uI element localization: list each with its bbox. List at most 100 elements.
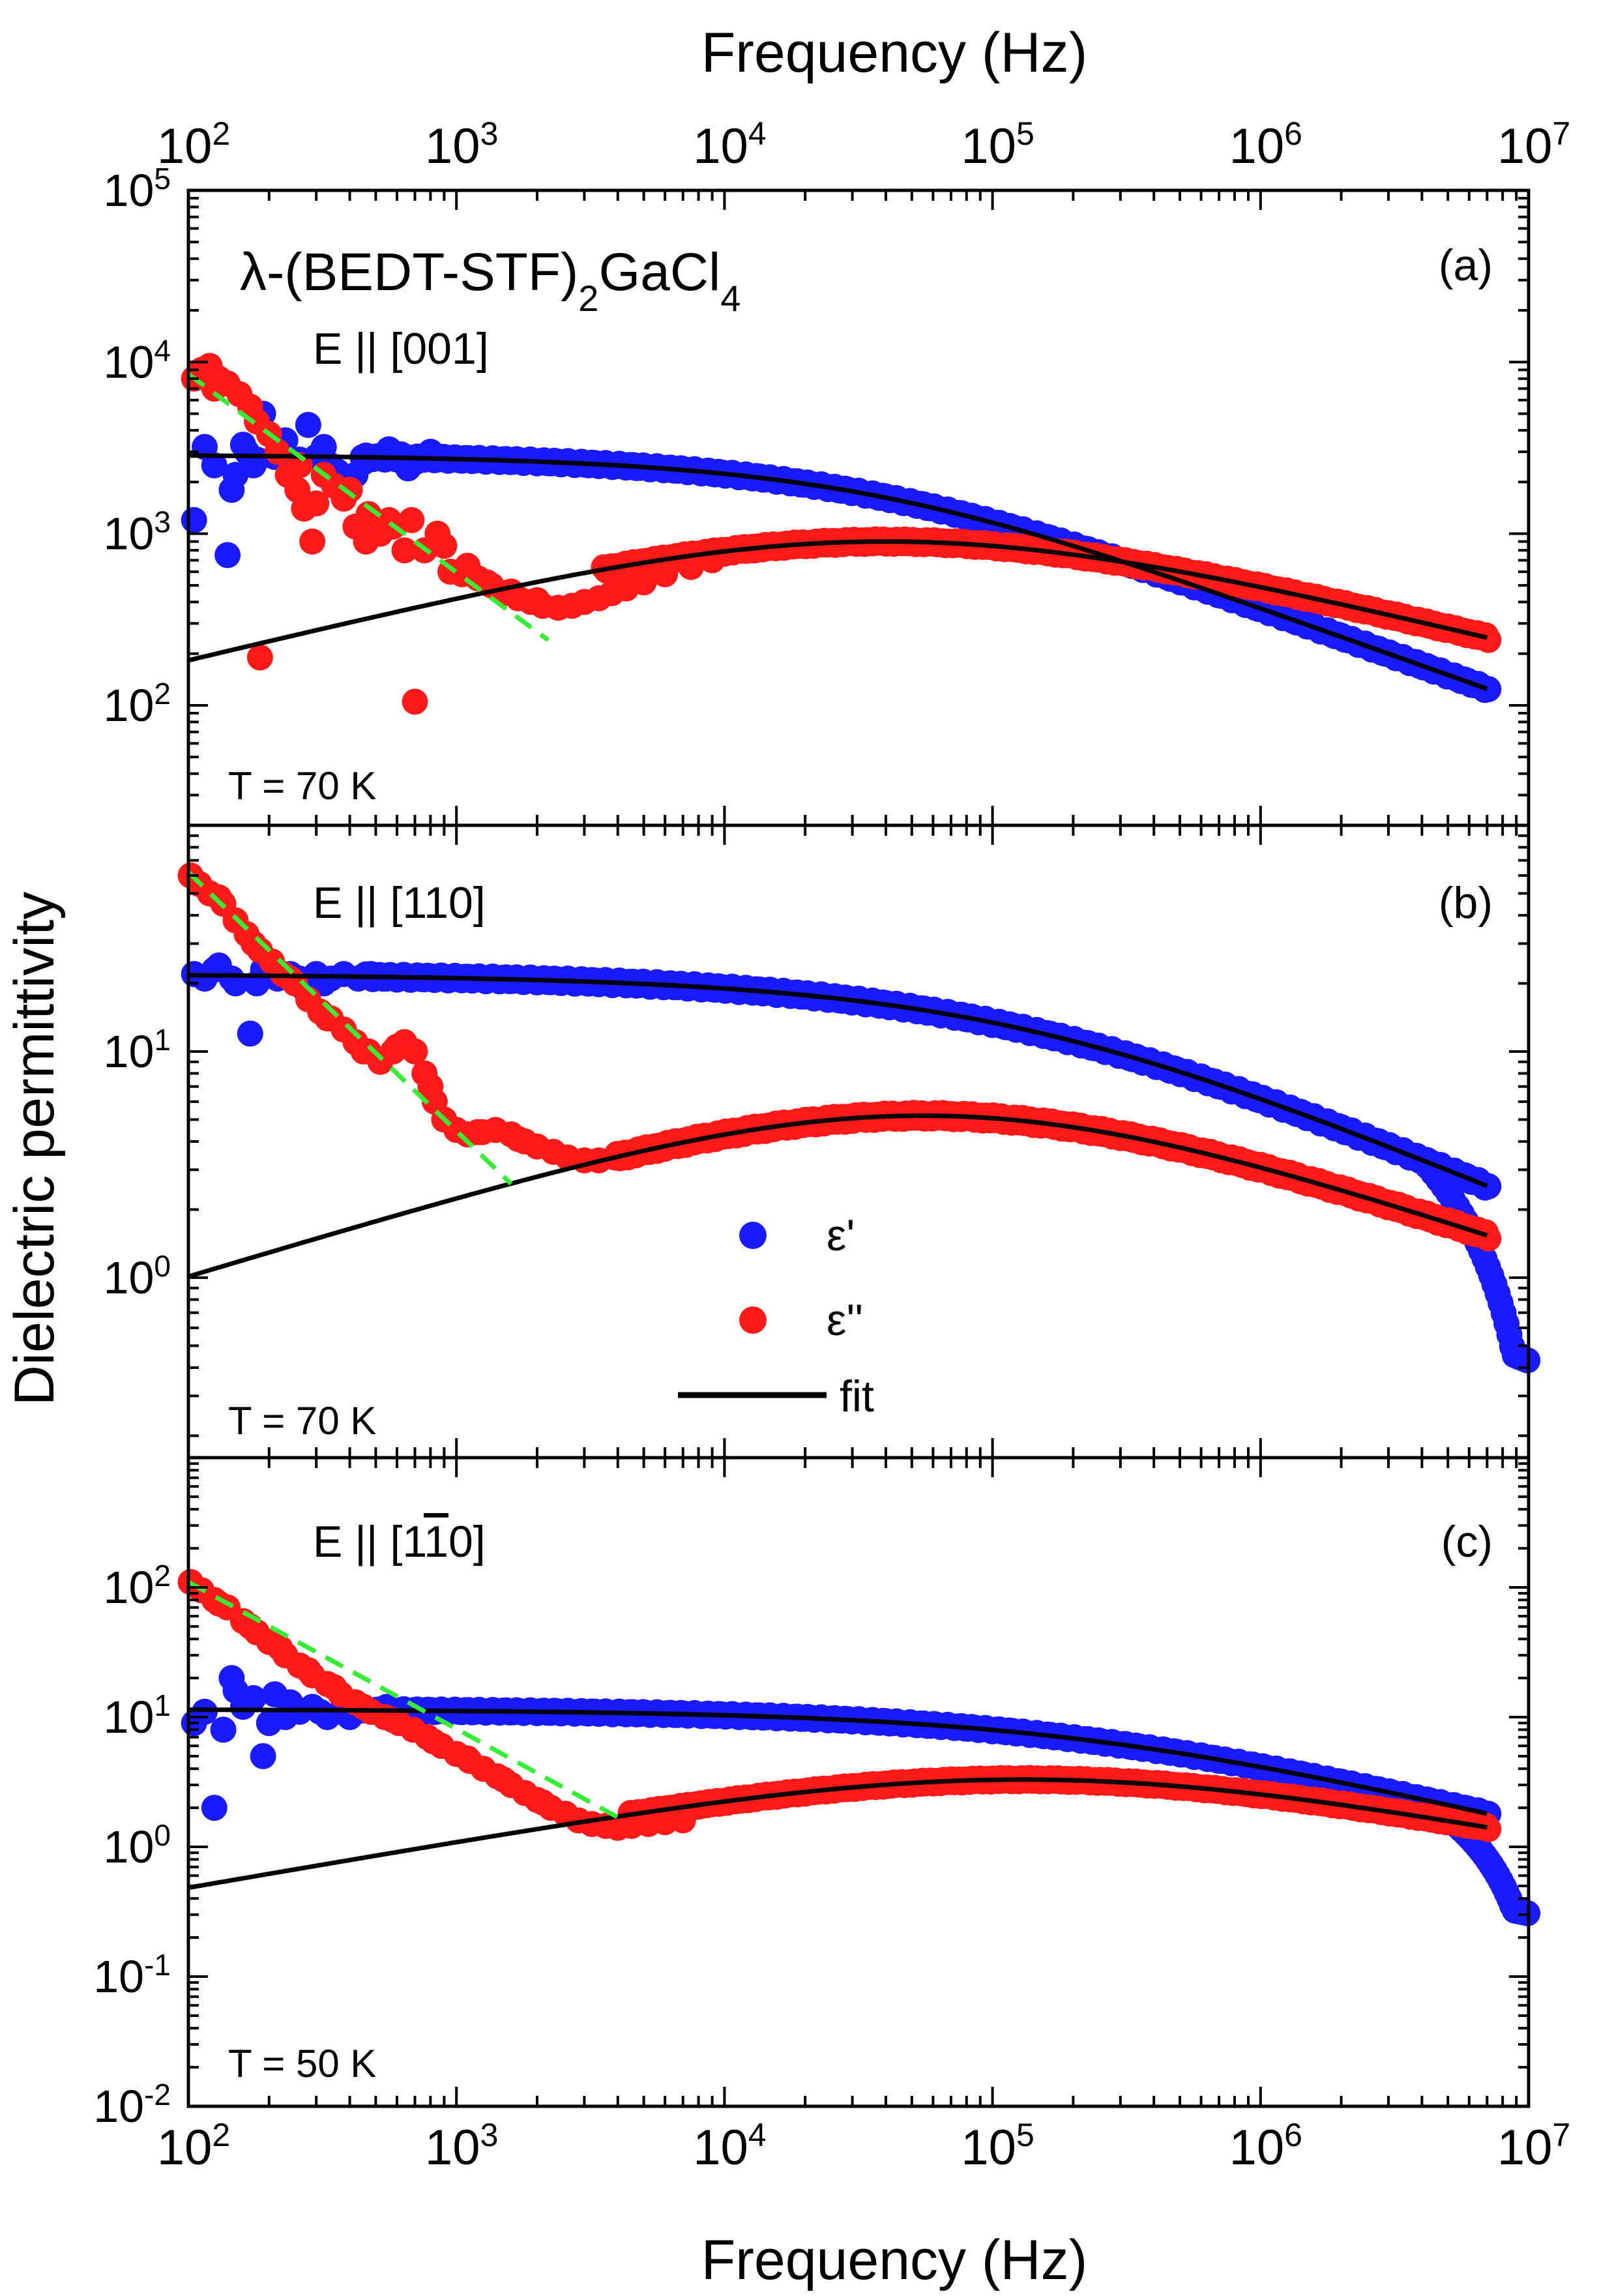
- panel-c-fit-real-curve: [188, 1707, 1488, 1816]
- panel-b-y-tick-label: 100: [104, 1249, 171, 1303]
- panel-b-y-tick-base: 10: [104, 1252, 154, 1303]
- top-x-tick-label-base: 10: [961, 119, 1016, 174]
- panel-c-eps-imag-point: [1475, 1816, 1502, 1842]
- panel-a-eps-real-point: [214, 542, 241, 568]
- panel-c-eps-imag-point: [295, 1657, 321, 1683]
- bottom-x-tick-label-base: 10: [961, 2120, 1016, 2175]
- bottom-x-tick-label-base: 10: [693, 2120, 748, 2175]
- compound-sub-2: 4: [720, 278, 741, 319]
- top-x-tick-label-exp: 5: [1016, 115, 1034, 152]
- top-x-tick-label-exp: 4: [748, 115, 767, 152]
- panel-a-eps-real-point: [310, 434, 337, 460]
- panel-b-y-tick-label: 101: [104, 1023, 171, 1077]
- top-x-tick-label-base: 10: [425, 119, 480, 174]
- top-x-tick-label-base: 10: [1229, 119, 1285, 174]
- panel-c-eps-imag-point: [379, 1707, 406, 1733]
- top-axis-label: Frequency (Hz): [701, 22, 1088, 84]
- panel-a-eps-real-point: [244, 447, 270, 473]
- panel-a-power-law-line: [186, 372, 550, 642]
- bottom-x-tick-label-exp: 7: [1552, 2117, 1570, 2153]
- panel-c-y-tick-label: 102: [104, 1559, 171, 1613]
- panel-a-eps-imag-point: [1475, 626, 1502, 653]
- panel-a-eps-imag-point: [402, 688, 428, 715]
- panel-c-y-tick-label: 100: [104, 1818, 171, 1872]
- panel-c-eps-real-point: [222, 1677, 249, 1704]
- panel-c-y-tick-label: 10-1: [93, 1948, 171, 2002]
- panel-b-y-tick-exp: 0: [154, 1249, 171, 1283]
- panel-b-eps-imag-point: [417, 1073, 444, 1100]
- panel-c-y-tick-base: 10: [104, 1562, 154, 1613]
- panel-a-eps-imag-point: [398, 507, 425, 533]
- bottom-x-tick-label: 107: [1497, 2117, 1570, 2175]
- compound-mid: GaCl: [598, 243, 720, 302]
- panel-c-y-tick-base: 10: [104, 1821, 154, 1872]
- panel-a-y-tick-base: 10: [104, 680, 154, 731]
- panel-b-eps-real-point: [1475, 1173, 1502, 1200]
- panel-b-fit-real-curve: [188, 973, 1488, 1188]
- panel-a-y-tick-label: 104: [104, 333, 171, 387]
- panel-b-temperature: T = 70 K: [228, 1399, 376, 1443]
- panel-b-field: E || [110]: [313, 878, 486, 928]
- panel-c-field-tail: 0]: [448, 1517, 486, 1567]
- bottom-x-tick-label: 105: [961, 2117, 1034, 2175]
- panel-c-field: E || [110]: [313, 1517, 486, 1567]
- panel-a-eps-imag-point: [244, 408, 270, 435]
- panel-a-eps-real-point: [218, 477, 245, 503]
- panel-a-eps-imag-point: [454, 552, 481, 579]
- panel-a-eps-imag-point: [355, 501, 382, 527]
- panel-b-eps-imag-point: [277, 965, 304, 992]
- panel-a-eps-imag-point: [246, 644, 273, 671]
- panel-a-eps-imag-point: [201, 375, 227, 402]
- top-x-tick-label: 104: [693, 115, 766, 174]
- panel-a-eps-imag-point: [299, 528, 326, 555]
- panel-b-eps-imag-point: [1475, 1225, 1502, 1252]
- panel-c-y-tick-exp: 0: [154, 1818, 171, 1852]
- panel-a-y-tick-label: 103: [104, 505, 171, 559]
- panel-c-data: [177, 1568, 1541, 1926]
- panel-a-y-tick-label: 105: [104, 162, 171, 216]
- legend-eps-real-label: ε': [827, 1211, 855, 1260]
- panel-a-y-tick-exp: 5: [154, 162, 171, 196]
- top-x-tick-label: 103: [425, 115, 498, 174]
- panel-c-y-tick-base: 10: [93, 2081, 144, 2132]
- panel-b-field-text: E || [110]: [313, 878, 486, 928]
- panel-a-field: E || [001]: [313, 324, 489, 374]
- panel-c-eps-imag-point: [420, 1728, 447, 1755]
- panel-a-eps-real-point: [201, 452, 227, 478]
- panel-a-eps-imag-point: [391, 537, 418, 564]
- panel-c-field-base: E || [1: [313, 1517, 425, 1567]
- panel-a-eps-imag-point: [336, 477, 363, 503]
- panel-a-y-tick-label: 102: [104, 677, 171, 731]
- panel-a-eps-real-point: [1475, 676, 1502, 703]
- panel-c-frame: [186, 1456, 1531, 2108]
- panel-c-y-tick-exp: 2: [154, 1559, 171, 1593]
- panel-a-y-tick-base: 10: [104, 165, 154, 216]
- compound-sub-1: 2: [578, 278, 598, 319]
- panel-c-temperature: T = 50 K: [228, 2042, 376, 2085]
- legend: ε' ε'' fit: [678, 1211, 874, 1421]
- panel-b-eps-imag-point: [384, 1033, 410, 1060]
- panel-b-eps-imag-point: [240, 930, 267, 957]
- panel-a-eps-real-point: [181, 507, 207, 533]
- legend-eps-imag-label: ε'': [827, 1295, 863, 1345]
- bottom-x-tick-label-base: 10: [1497, 2120, 1553, 2175]
- bottom-x-tick-label: 102: [157, 2117, 230, 2175]
- legend-fit-label: fit: [840, 1372, 874, 1421]
- top-x-tick-label: 105: [961, 115, 1034, 174]
- panel-b-y-tick-exp: 1: [154, 1023, 171, 1057]
- legend-eps-real-marker: [739, 1222, 767, 1249]
- panel-a-eps-imag-point: [303, 490, 330, 517]
- panel-a-fit-imag-curve: [188, 539, 1488, 663]
- bottom-x-tick-label-base: 10: [1229, 2120, 1285, 2175]
- bottom-x-tick-label-exp: 3: [480, 2117, 499, 2153]
- panel-a-y-tick-exp: 4: [154, 333, 171, 367]
- panel-b-fit-imag-curve: [188, 1113, 1488, 1279]
- panel-c-letter: (c): [1441, 1517, 1493, 1567]
- compound-label: λ-(BEDT-STF)2GaCl4: [240, 243, 741, 319]
- panel-a-eps-imag-point: [286, 452, 313, 478]
- panel-c-eps-imag-point: [267, 1635, 293, 1662]
